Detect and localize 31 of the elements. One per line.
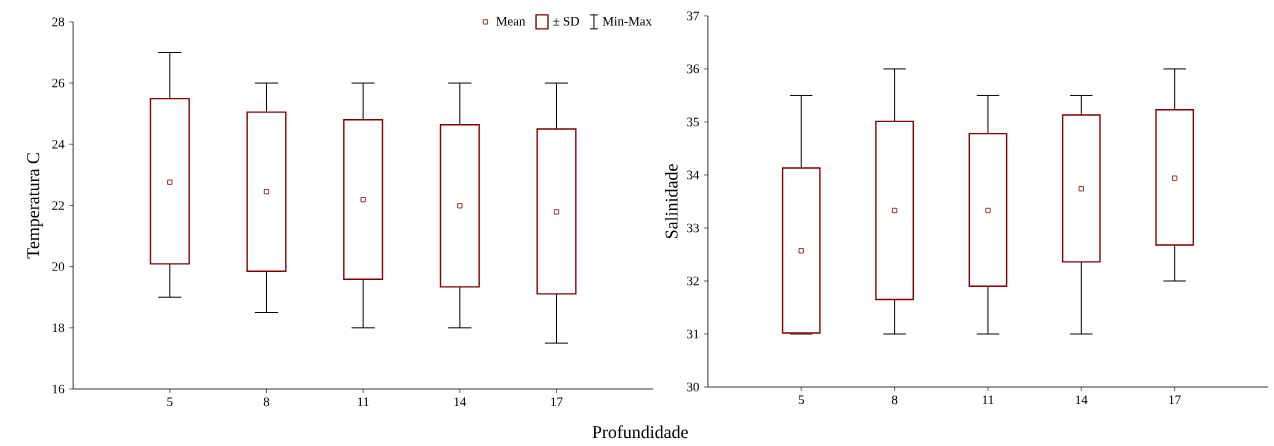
x-axis-title: Profundidade	[592, 425, 688, 439]
y-axis-title: Salinidade	[665, 164, 678, 239]
y-tick-label: 32	[687, 276, 699, 286]
y-tick-label: 37	[687, 11, 700, 21]
y-axis-title: Temperatura C	[27, 153, 43, 259]
y-tick-label: 18	[52, 323, 65, 333]
y-tick-label: 24	[52, 140, 65, 149]
x-tick-label: 8	[263, 397, 270, 407]
y-tick-label: 20	[52, 262, 65, 272]
x-tick-label: 17	[551, 397, 563, 407]
x-tick-label: 11	[358, 397, 369, 407]
legend-label: ± SD	[553, 17, 579, 26]
x-tick-label: 14	[1075, 395, 1088, 405]
x-tick-label: 5	[798, 395, 804, 405]
y-tick-label: 30	[687, 382, 699, 392]
y-tick-label: 33	[687, 223, 699, 233]
y-tick-label: 26	[52, 78, 65, 88]
annotation: Min-Max	[602, 17, 652, 26]
y-tick-label: 22	[52, 201, 64, 210]
y-tick-label: 34	[687, 170, 700, 180]
x-tick-label: 5	[167, 397, 173, 407]
annotation: Mean	[496, 17, 526, 26]
x-tick-label: 17	[1169, 395, 1181, 405]
y-tick-label: 16	[52, 384, 65, 394]
y-tick-label: 36	[687, 64, 700, 74]
x-tick-label: 11	[982, 395, 994, 405]
y-tick-label: 28	[52, 17, 65, 27]
y-tick-label: 31	[687, 329, 699, 339]
x-tick-label: 8	[891, 395, 898, 405]
x-tick-label: 14	[454, 397, 467, 407]
y-tick-label: 35	[687, 117, 699, 127]
